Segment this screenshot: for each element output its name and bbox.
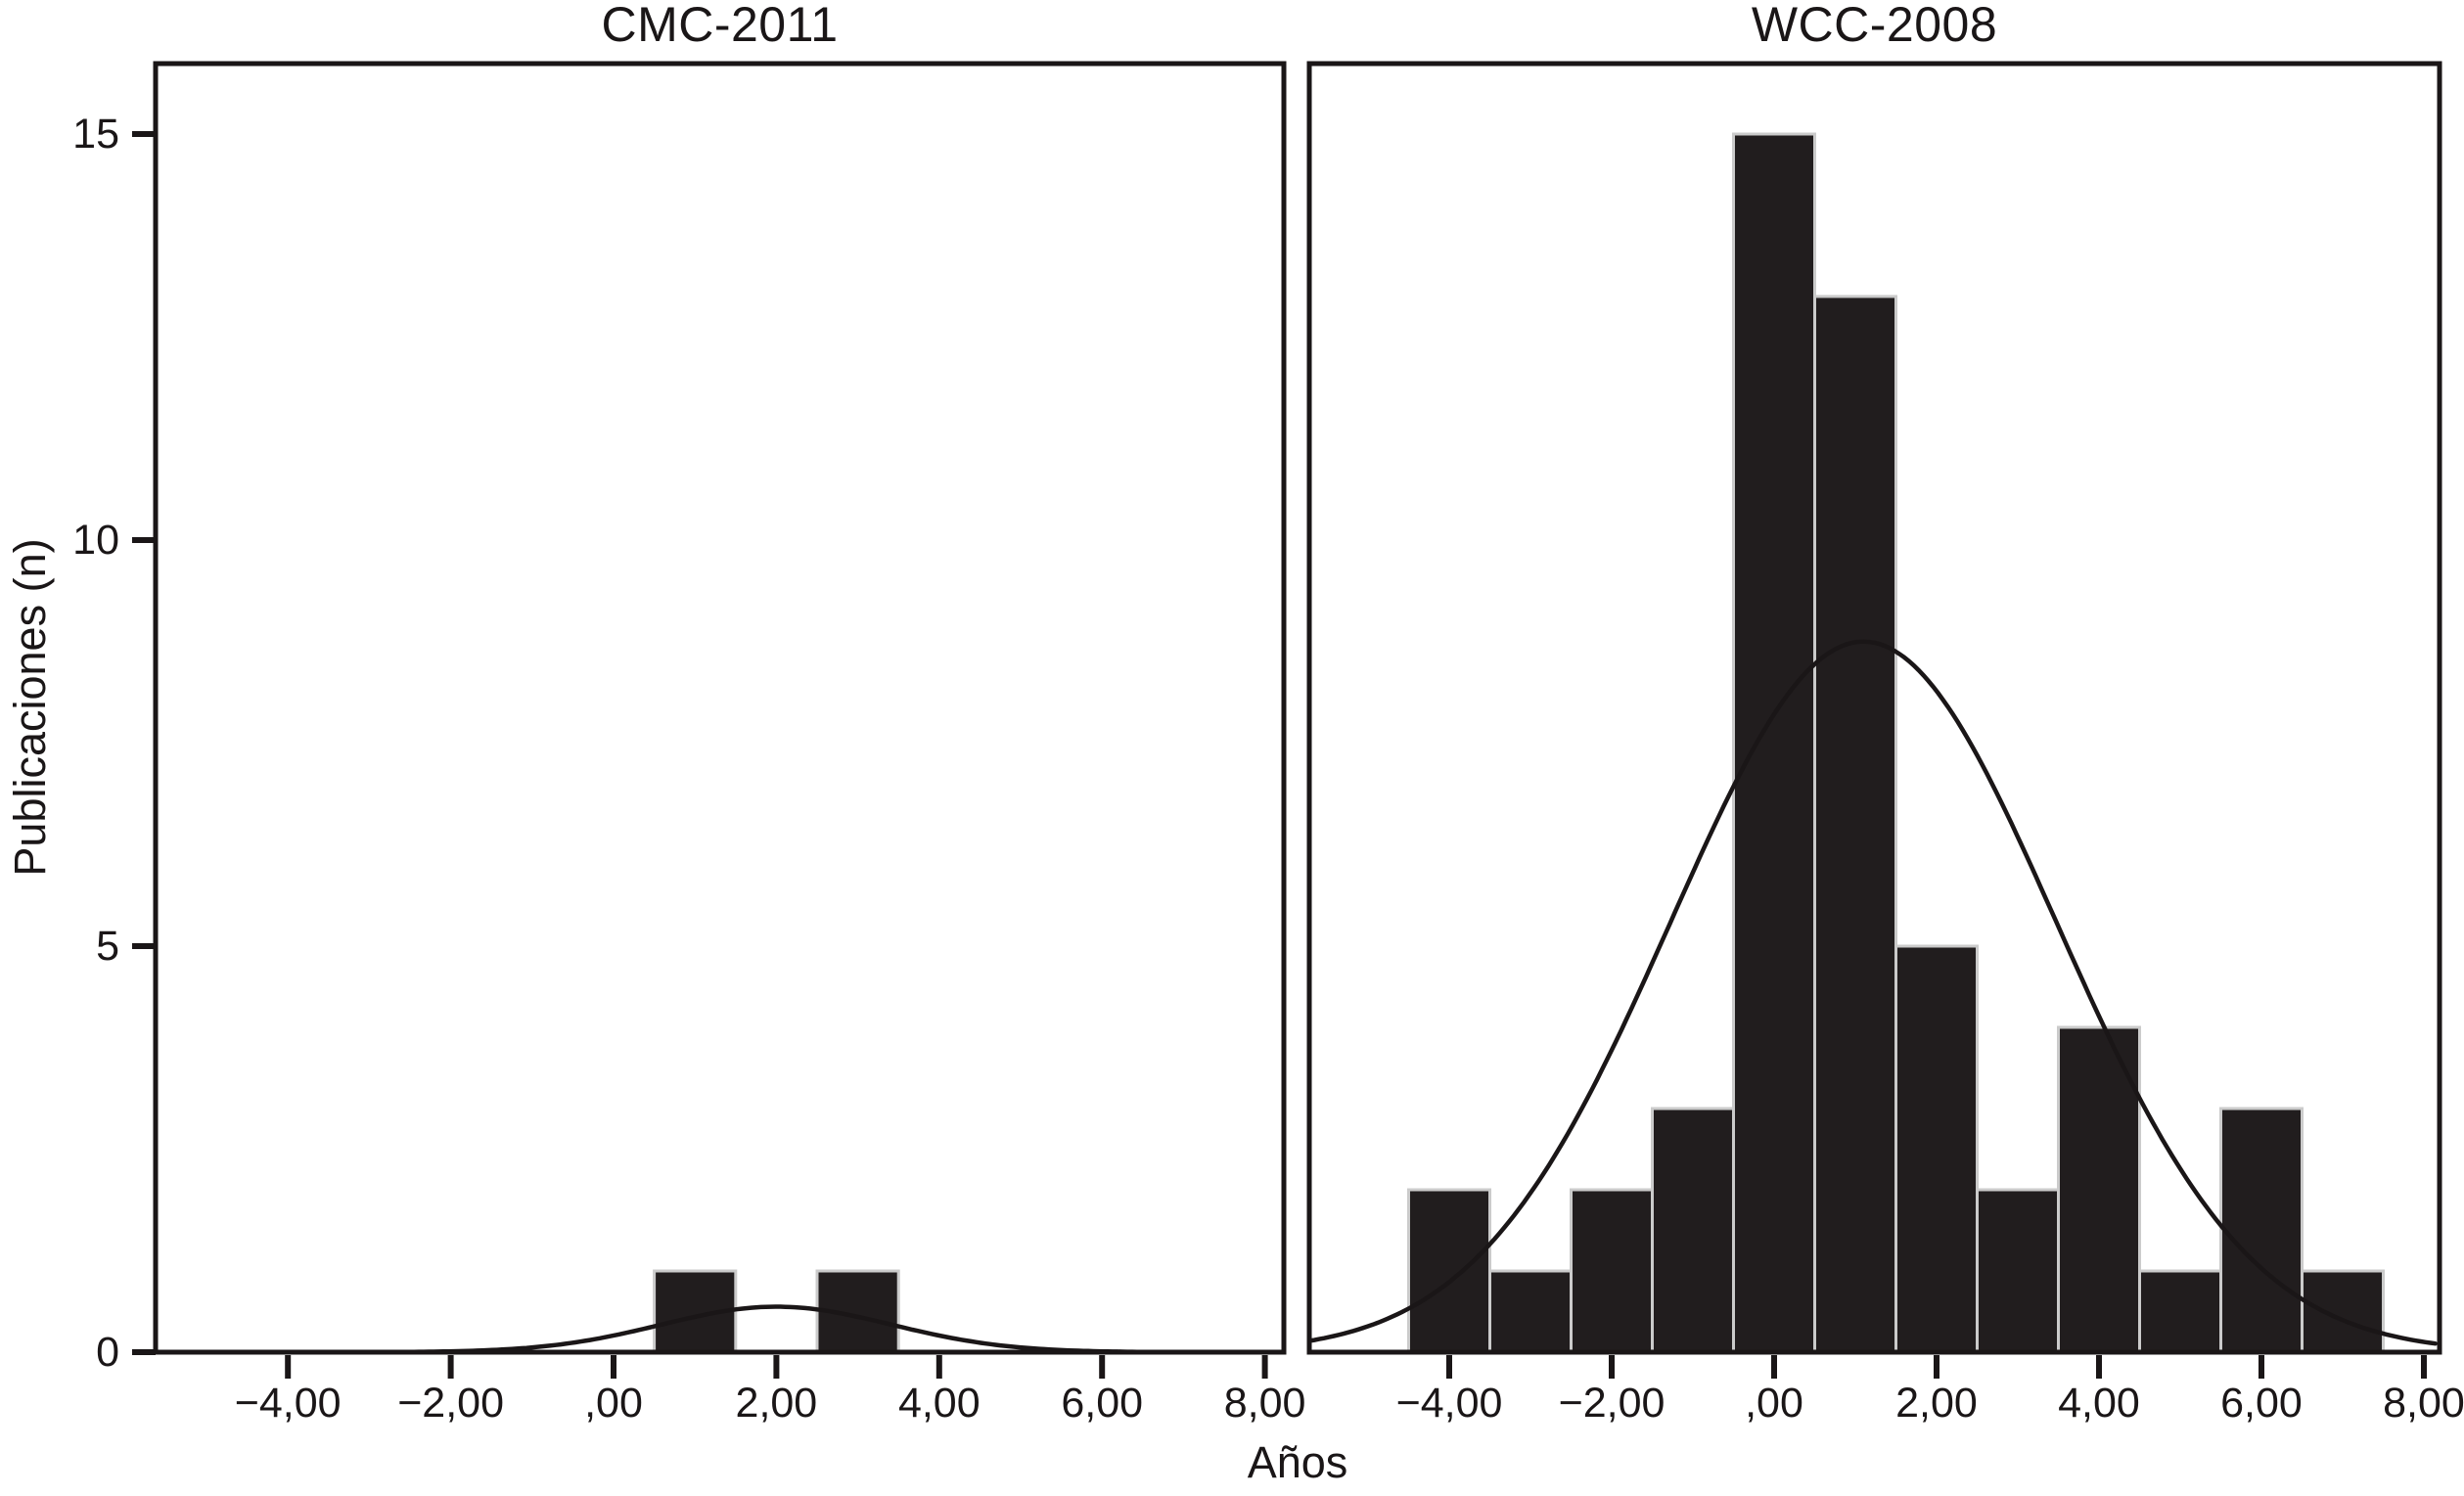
histogram-bar bbox=[1570, 1188, 1654, 1354]
y-tick-label: 15 bbox=[72, 111, 119, 158]
x-tick-label: 4,00 bbox=[897, 1380, 981, 1427]
y-tick-label: 10 bbox=[72, 517, 119, 564]
panel-title-cmc-2011: CMC-2011 bbox=[601, 0, 839, 52]
x-tick-label: −4,00 bbox=[1395, 1380, 1503, 1427]
x-axis-title: Años bbox=[1247, 1437, 1348, 1487]
histogram-bar bbox=[2219, 1107, 2304, 1354]
histogram-bar bbox=[1976, 1188, 2060, 1354]
y-axis-title-text: Publicaciones (n) bbox=[5, 538, 55, 877]
x-tick-label: −2,00 bbox=[397, 1380, 504, 1427]
y-tick-label: 5 bbox=[96, 923, 119, 970]
x-tick-label: 6,00 bbox=[1061, 1380, 1144, 1427]
histogram-bar bbox=[1651, 1107, 1735, 1354]
histogram-bar bbox=[1732, 132, 1816, 1354]
normal-curve bbox=[1306, 639, 2438, 1346]
histogram-bar bbox=[1407, 1188, 1491, 1354]
histogram-bar bbox=[2138, 1269, 2222, 1354]
panel-border bbox=[1306, 61, 2442, 1355]
panel-border bbox=[153, 61, 1287, 1355]
x-tick-label: 2,00 bbox=[735, 1380, 818, 1427]
x-tick-label: 6,00 bbox=[2220, 1380, 2303, 1427]
x-tick-label: 8,00 bbox=[1223, 1380, 1306, 1427]
x-tick-label: ,00 bbox=[1745, 1380, 1803, 1427]
x-tick-label: −4,00 bbox=[234, 1380, 342, 1427]
panel-title-wcc-2008: WCC-2008 bbox=[1751, 0, 1998, 52]
histogram-bar bbox=[2057, 1025, 2141, 1354]
x-tick-label: ,00 bbox=[584, 1380, 643, 1427]
x-tick-label: 2,00 bbox=[1895, 1380, 1978, 1427]
y-tick-label: 0 bbox=[96, 1329, 119, 1376]
x-tick-label: 4,00 bbox=[2058, 1380, 2140, 1427]
histogram-bar bbox=[2301, 1269, 2385, 1354]
histogram-bar bbox=[1894, 944, 1979, 1354]
x-tick-label: −2,00 bbox=[1558, 1380, 1665, 1427]
histogram-bar bbox=[1813, 295, 1897, 1354]
x-tick-label: 8,00 bbox=[2383, 1380, 2464, 1427]
histogram-bar bbox=[1488, 1269, 1573, 1354]
